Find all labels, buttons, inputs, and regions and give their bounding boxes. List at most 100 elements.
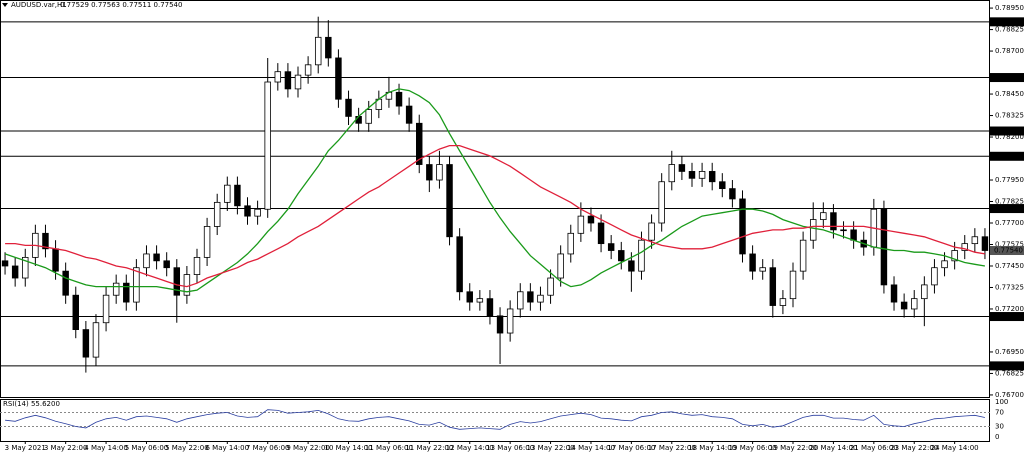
x-tick-label: 9 May 22:00 [286,444,330,452]
candle-body [193,256,201,275]
rsi-panel [0,399,990,442]
candle-body [335,57,342,100]
candle-body [72,294,79,331]
x-tick-label: 5 May 22:00 [165,444,209,452]
candle-body [688,171,696,179]
candle-body [981,236,989,251]
x-tick-label: 5 May 06:00 [125,444,169,452]
candle-body [22,256,29,279]
x-tick-label: 20 May 14:00 [809,444,857,452]
candle-body [203,226,211,258]
candle-body [153,253,160,262]
candle-body [789,270,797,300]
candle-body [517,291,524,310]
candle-body [911,298,918,310]
candle-body [607,243,615,251]
candle-body [628,260,635,272]
y-tick-label: 0.76700 [995,391,1024,399]
candle-body [830,212,837,231]
ohlc-text: 0.77529 0.77563 0.77511 0.77540 [60,1,182,9]
x-tick-label: 10 May 14:00 [325,444,373,452]
candle-body [456,236,463,293]
y-tick-label: 0.76825 [995,369,1024,377]
candle-body [123,282,130,303]
candle-body [466,291,473,303]
candle-body [395,91,403,107]
x-tick-label: 11 May 22:00 [405,444,453,452]
y-tick-label: 0.78950 [995,4,1024,12]
candle-body [648,222,655,241]
level-label-box [990,151,1024,161]
candle-body [638,239,645,272]
level-label: 0.78088 [994,152,1023,160]
candle-body [143,253,150,269]
candle-body [304,64,312,76]
rsi-tick-label: 100 [995,398,1008,406]
candle-body [284,71,292,90]
x-tick-label: 6 May 14:00 [206,444,250,452]
x-tick-label: 7 May 06:00 [246,444,290,452]
level-label-box [990,204,1024,214]
candle-body [900,301,908,310]
y-tick-label: 0.76950 [995,348,1024,356]
candle-body [567,232,574,255]
candle-body [527,291,534,303]
level-label: 0.78546 [994,74,1023,82]
candle-body [355,116,362,124]
candle-body [234,184,241,207]
candle-body [618,250,625,262]
rsi-tick-label: 0 [995,433,999,441]
rsi-tick-label: 70 [995,409,1004,417]
x-tick-label: 24 May 14:00 [931,444,979,452]
candle-body [668,164,676,183]
candle-body [951,250,958,262]
last-price-box [990,246,1024,256]
candle-body [708,171,716,183]
level-label: 0.78235 [994,127,1023,135]
candle-body [820,212,827,220]
y-tick-label: 0.78700 [995,47,1024,55]
candle-body [42,232,49,250]
y-tick-label: 0.77825 [995,198,1024,206]
candle-body [880,208,888,286]
rsi-tick-label: 30 [995,423,1004,431]
candle-body [213,201,221,227]
level-label: 0.77784 [994,205,1023,213]
y-tick-label: 0.78200 [995,133,1024,141]
candle-body [769,267,777,306]
candle-body [577,215,585,234]
x-tick-label: 19 May 06:00 [729,444,777,452]
candle-body [254,208,261,217]
candle-body [365,109,372,124]
candle-body [678,164,686,172]
x-tick-label: 17 May 22:00 [648,444,696,452]
level-label: 0.78870 [994,18,1023,26]
candle-body [759,267,766,272]
y-tick-label: 0.78825 [995,26,1024,34]
candle-body [314,36,322,66]
candle-body [405,105,413,124]
candle-body [941,260,948,269]
level-label-box [990,361,1024,371]
candle-body [547,277,554,296]
candle-body [274,71,282,83]
candle-body [729,188,736,200]
moving-average [5,144,986,288]
candle-body [183,274,191,296]
collapse-arrow [2,3,8,7]
candle-body [921,284,928,300]
candle-body [961,243,968,251]
candle-body [890,284,898,303]
level-label: 0.77156 [994,313,1023,321]
rsi-line [5,409,985,430]
candle-body [52,248,59,272]
candle-body [749,253,756,272]
candle-body [224,184,231,203]
y-tick-label: 0.77950 [995,176,1024,184]
x-tick-label: 3 May 22:00 [44,444,88,452]
candle-body [1,260,9,267]
candle-body [62,270,69,296]
candle-body [587,215,595,224]
x-tick-label: 23 May 22:00 [890,444,938,452]
